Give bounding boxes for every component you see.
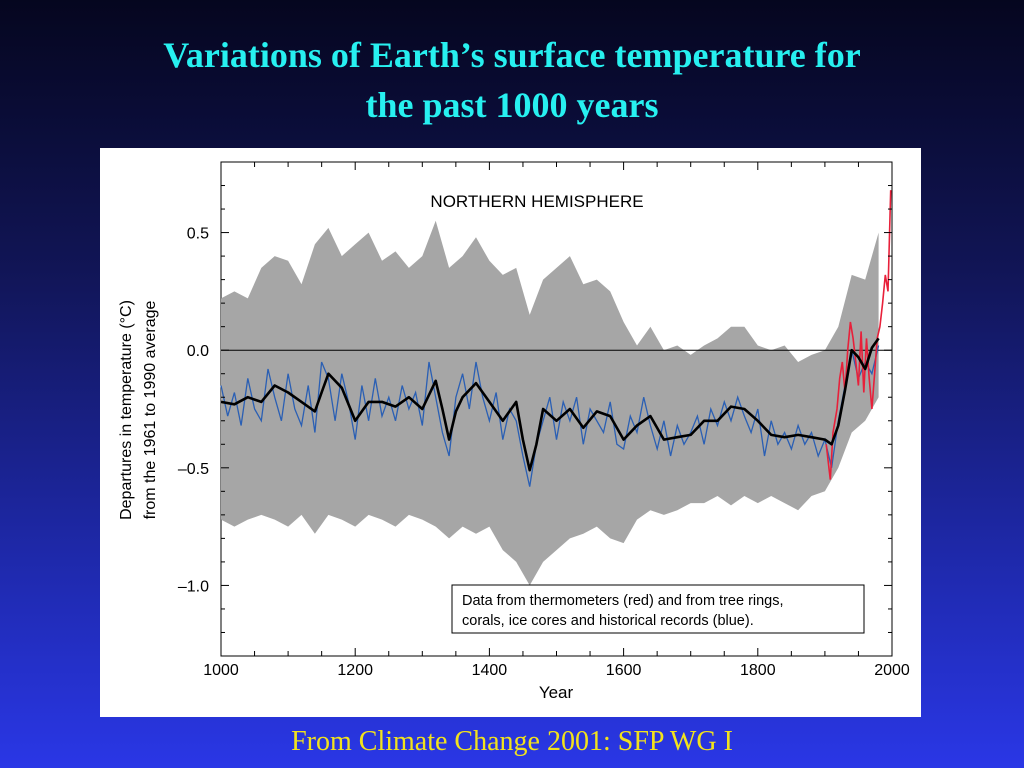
x-axis-label: Year [539, 683, 574, 702]
chart-panel: 1000 1200 1400 1600 1800 2000 0.5 0.0 –0.5 –1.0 … [100, 148, 921, 717]
x-tick-label: 1600 [606, 662, 642, 679]
legend-box [451, 584, 865, 634]
y-axis-label-line-2: from the 1961 to 1990 average [142, 300, 159, 519]
y-axis-label-line-1: Departures in temperature (°C) [118, 300, 135, 520]
legend-line-1: Data from thermometers (red) and from tr… [462, 593, 784, 609]
slide-title: Variations of Earth’s surface temperatur… [0, 30, 1024, 130]
uncertainty-band [221, 220, 879, 586]
x-tick-label: 1000 [203, 662, 239, 679]
chart-svg: 1000 1200 1400 1600 1800 2000 0.50.0–0.5–1.0 … [118, 161, 910, 702]
x-tick-label: 1400 [472, 662, 508, 679]
y-tick-label: –0.5 [178, 461, 209, 478]
y-tick-label: 0.0 [187, 343, 209, 360]
x-tick-label: 1200 [337, 662, 373, 679]
uncertainty-band-layer [221, 220, 879, 586]
x-tick-label: 1800 [740, 662, 776, 679]
slide-caption: From Climate Change 2001: SFP WG I [291, 726, 733, 757]
x-tick-label: 2000 [874, 662, 910, 679]
slide-title-line-2: the past 1000 years [365, 85, 659, 125]
legend-line-2: corals, ice cores and historical records… [462, 613, 754, 629]
slide-title-line-1: Variations of Earth’s surface temperatur… [163, 35, 861, 75]
smoothed-series-layer [220, 337, 880, 472]
y-tick-label: 0.5 [187, 226, 209, 243]
smoothed-series-line [220, 337, 880, 472]
chart-title: NORTHERN HEMISPHERE [430, 192, 643, 211]
legend: Data from thermometers (red) and from tr… [451, 584, 865, 634]
y-axis: 0.5 0.0 –0.5 –1.0 [178, 185, 892, 633]
y-tick-label: –1.0 [178, 578, 209, 595]
x-axis: 1000 1200 1400 1600 1800 2000 [203, 162, 910, 679]
